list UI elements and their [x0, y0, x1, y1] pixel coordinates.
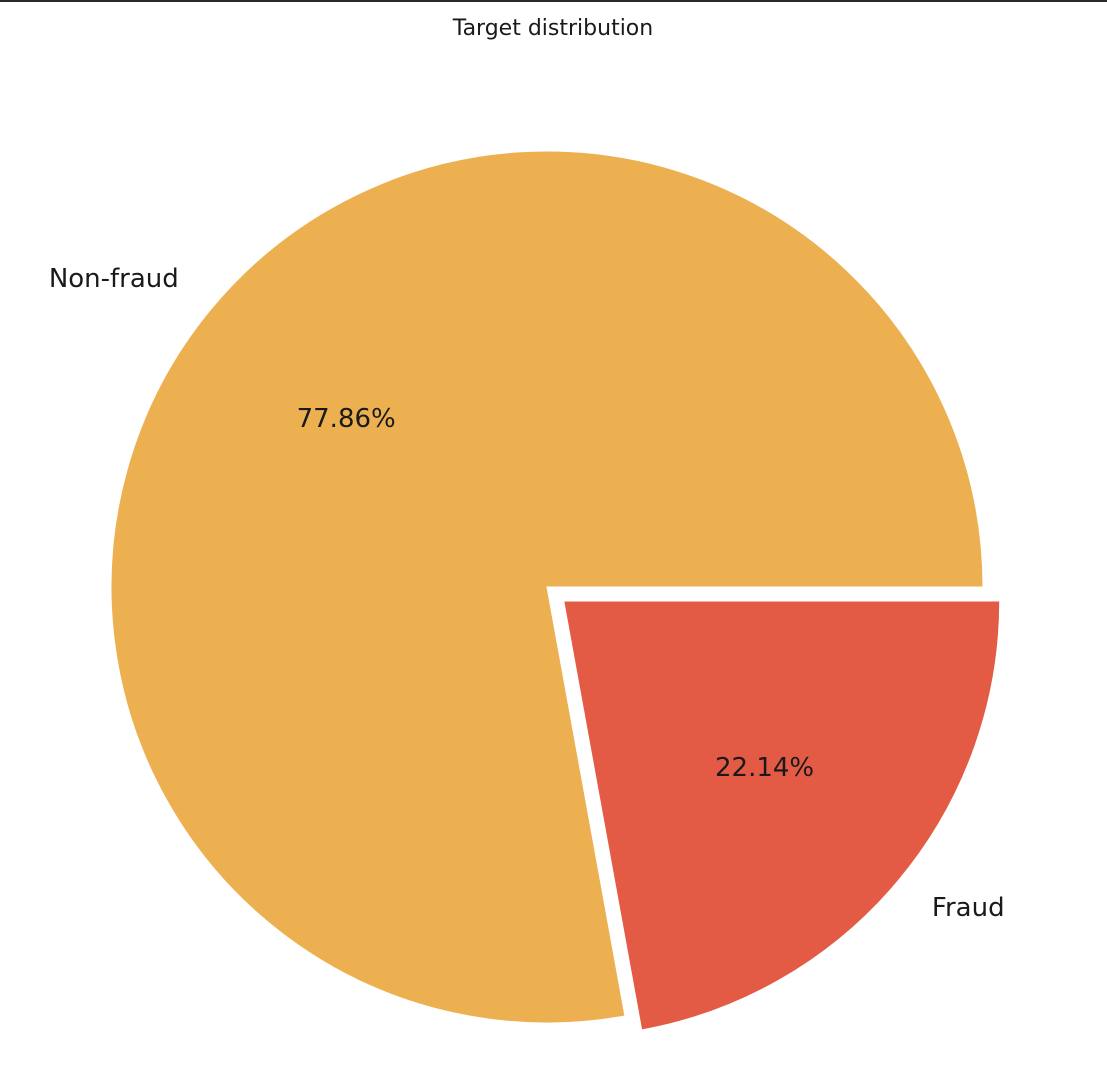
slice-percent-fraud: 22.14% — [715, 753, 814, 783]
pie-slice-fraud — [563, 600, 1001, 1031]
slice-label-fraud: Fraud — [932, 893, 1005, 923]
pie-labels: Non-fraud 77.86% Fraud 22.14% — [49, 264, 1005, 923]
chart-title: Target distribution — [452, 16, 653, 41]
top-border — [0, 0, 1107, 2]
slice-percent-non-fraud: 77.86% — [297, 404, 396, 434]
pie-slices — [110, 150, 1001, 1031]
pie-slice-non-fraud — [110, 150, 984, 1024]
slice-label-non-fraud: Non-fraud — [49, 264, 179, 294]
